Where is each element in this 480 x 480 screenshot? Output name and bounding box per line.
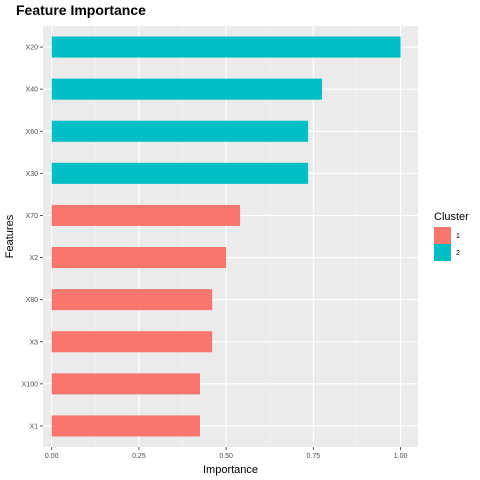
y-tick-label: X30 [26,171,39,178]
legend-label-cluster-1: 1 [456,233,460,240]
bar-x80 [51,289,213,311]
legend-title: Cluster [434,211,469,223]
bar-x100 [51,373,200,395]
y-axis-ticks: X20 X40 X60 X30 X70 X2 X80 X3 X100 X1 [22,45,43,430]
legend-entries: 12 [434,227,460,261]
y-axis-title: Features [4,214,16,258]
x-tick-label: 0.25 [132,453,146,460]
bar-x20 [51,36,401,58]
bar-x70 [51,204,241,226]
bar-x60 [51,120,309,142]
y-tick-label: X70 [26,213,39,220]
legend-label-cluster-2: 2 [456,250,460,257]
y-tick-label: X60 [26,129,39,136]
x-tick-label: 0.75 [307,453,321,460]
legend-key-cluster-1 [434,227,451,244]
y-tick-label: X80 [26,297,39,304]
bar-x2 [51,247,227,269]
y-tick-label: X40 [26,87,39,94]
y-tick-label: X100 [22,381,38,388]
legend: Cluster 12 [434,211,469,261]
legend-key-cluster-2 [434,244,451,261]
bar-x30 [51,162,309,184]
bar-x40 [51,78,323,100]
y-tick-label: X2 [29,255,38,262]
bars [51,36,401,437]
bar-x3 [51,331,213,353]
y-tick-label: X3 [29,339,38,346]
x-tick-label: 0.50 [219,453,233,460]
y-tick-label: X1 [29,423,38,430]
chart-title: Feature Importance [16,2,146,18]
y-tick-label: X20 [26,45,39,52]
bar-x1 [51,415,200,437]
x-axis-title: Importance [203,464,258,476]
x-axis-ticks: 0.00 0.25 0.50 0.75 1.00 [45,447,408,460]
x-tick-label: 0.00 [45,453,59,460]
x-tick-label: 1.00 [394,453,408,460]
